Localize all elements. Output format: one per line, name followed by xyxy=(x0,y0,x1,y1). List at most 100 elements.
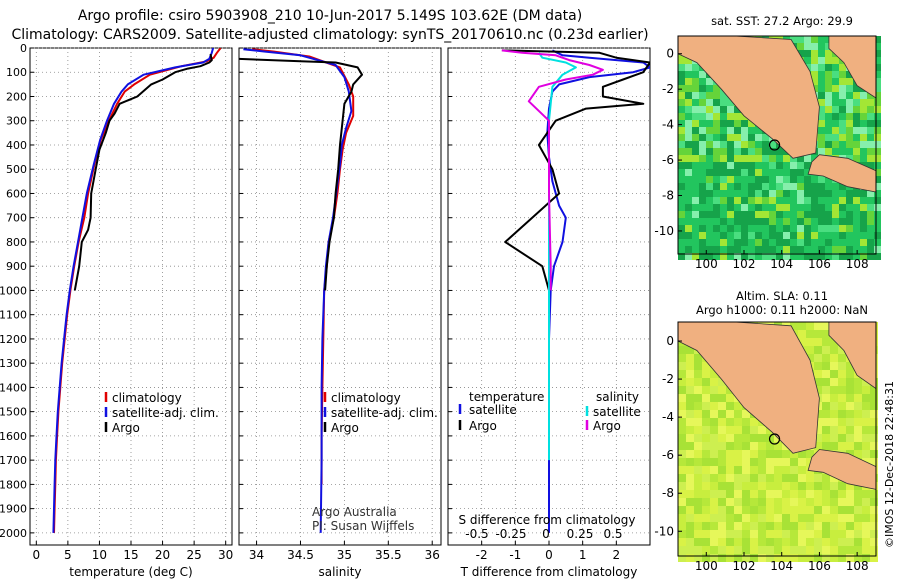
map-cell xyxy=(702,466,710,474)
map-cell xyxy=(860,218,867,225)
map-cell xyxy=(678,106,685,113)
map-cell xyxy=(846,85,853,92)
map-cell xyxy=(766,498,774,506)
map-cell xyxy=(766,506,774,514)
map-cell xyxy=(685,71,692,78)
map-cell xyxy=(678,506,686,514)
map-cell xyxy=(818,253,825,260)
map-cell xyxy=(686,362,694,370)
map-cell xyxy=(742,434,750,442)
map-cell xyxy=(774,466,782,474)
map-cell xyxy=(678,141,685,148)
map-cell xyxy=(798,338,806,346)
map-cell xyxy=(741,176,748,183)
map-cell xyxy=(832,225,839,232)
x-tick-label-top: 0 xyxy=(542,527,550,541)
map-cell xyxy=(782,466,790,474)
map-cell xyxy=(839,113,846,120)
map-cell xyxy=(846,127,853,134)
y-tick-label: 1000 xyxy=(0,284,27,297)
map-cell xyxy=(702,506,710,514)
map-y-tick-label: 0 xyxy=(666,334,674,348)
map-cell xyxy=(867,127,874,134)
map-cell xyxy=(699,183,706,190)
map-cell xyxy=(678,386,686,394)
map-cell xyxy=(862,506,870,514)
map-cell xyxy=(806,538,814,546)
map-cell xyxy=(755,218,762,225)
map-cell xyxy=(699,134,706,141)
map-cell xyxy=(678,482,686,490)
y-tick-label: 700 xyxy=(6,212,27,225)
map-cell xyxy=(713,253,720,260)
map-cell xyxy=(870,514,878,522)
map-cell xyxy=(685,225,692,232)
map-cell xyxy=(854,498,862,506)
map-cell xyxy=(734,498,742,506)
map-cell xyxy=(699,232,706,239)
map-cell xyxy=(750,490,758,498)
map-cell xyxy=(853,120,860,127)
map-cell xyxy=(832,127,839,134)
map-cell xyxy=(846,378,854,386)
map-cell xyxy=(776,162,783,169)
map-cell xyxy=(726,530,734,538)
map-cell xyxy=(734,410,742,418)
map-cell xyxy=(678,450,686,458)
map-cell xyxy=(710,490,718,498)
map-cell xyxy=(776,211,783,218)
map-cell xyxy=(874,36,881,43)
map-cell xyxy=(734,141,741,148)
map-cell xyxy=(713,218,720,225)
map-cell xyxy=(734,546,742,554)
map-cell xyxy=(862,434,870,442)
map-cell xyxy=(874,127,881,134)
map-cell xyxy=(818,232,825,239)
map-cell xyxy=(862,498,870,506)
map-x-tick-label: 108 xyxy=(846,257,869,271)
map-cell xyxy=(702,410,710,418)
map-cell xyxy=(706,99,713,106)
map-cell xyxy=(766,538,774,546)
map-frame xyxy=(677,321,877,557)
map-cell xyxy=(734,426,742,434)
map-cell xyxy=(804,36,811,43)
map-cell xyxy=(678,71,685,78)
map-cell xyxy=(762,190,769,197)
map-cell xyxy=(769,148,776,155)
map-cell xyxy=(748,225,755,232)
map-cell xyxy=(755,148,762,155)
map-cell xyxy=(685,246,692,253)
map-cell xyxy=(790,190,797,197)
map-cell xyxy=(769,155,776,162)
map-cell xyxy=(706,239,713,246)
map-cell xyxy=(811,190,818,197)
map-cell xyxy=(782,554,790,562)
map-cell xyxy=(741,197,748,204)
map-cell xyxy=(818,64,825,71)
map-cell xyxy=(798,522,806,530)
map-cell xyxy=(758,522,766,530)
map-cell xyxy=(755,211,762,218)
map-cell xyxy=(678,162,685,169)
map-cell xyxy=(783,253,790,260)
map-cell xyxy=(741,232,748,239)
map-y-tick-label: -2 xyxy=(662,82,674,96)
map-cell xyxy=(832,253,839,260)
map-cell xyxy=(822,394,830,402)
map-cell xyxy=(853,218,860,225)
map-cell xyxy=(706,148,713,155)
map-cell xyxy=(686,490,694,498)
map-cell xyxy=(832,71,839,78)
map-cell xyxy=(783,239,790,246)
map-cell xyxy=(862,442,870,450)
map-cell xyxy=(727,176,734,183)
map-cell xyxy=(755,197,762,204)
y-tick-label: 100 xyxy=(6,66,27,79)
map-cell xyxy=(758,458,766,466)
x-axis-label-top: S difference from climatology xyxy=(459,513,636,527)
map-cell xyxy=(860,92,867,99)
map-cell xyxy=(839,183,846,190)
map-cell xyxy=(825,99,832,106)
map-cell xyxy=(685,148,692,155)
